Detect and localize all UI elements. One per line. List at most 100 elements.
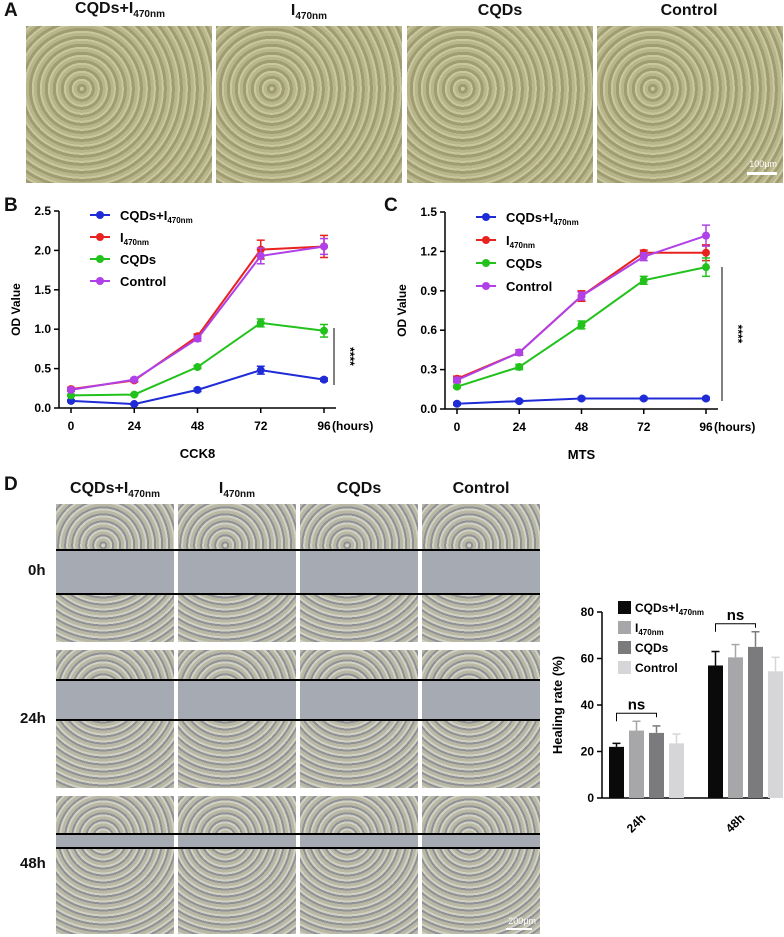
legend-label-b-3: Control: [120, 274, 166, 289]
scratch-0h-3: [300, 504, 418, 642]
y-tick-label-c: 1.5: [420, 205, 437, 219]
y-tick-label-b: 2.0: [34, 243, 51, 257]
legend-label-b-2: CQDs: [120, 252, 156, 267]
panel-d-title-4: Control: [452, 480, 510, 497]
x-unit-c: (hours): [714, 420, 755, 434]
micrograph-a-2: [216, 26, 402, 183]
y-tick-label-d: 80: [581, 605, 595, 619]
scratch-line-48h-bottom: [56, 847, 540, 849]
data-point-c-3: [515, 348, 524, 357]
data-point-b-0: [130, 400, 139, 409]
data-point-b-0: [320, 375, 328, 384]
x-axis-title-c: MTS: [568, 447, 596, 462]
bar-24h-1: [629, 730, 644, 798]
ns-label-24h: ns: [628, 696, 646, 713]
y-axis-title-d: Healing rate (%): [550, 656, 565, 754]
chart-d: 0 20 40 60 80 Healing rate (%) 24h ns 48h ns CQDs+…: [550, 601, 783, 835]
legend-label-b-0: CQDs+I470nm: [120, 208, 193, 225]
data-point-b-2: [130, 390, 139, 399]
y-tick-label-c: 0.3: [420, 363, 437, 377]
bar-24h-2: [649, 732, 664, 798]
scratch-line-24h-top: [56, 679, 540, 681]
data-point-c-2: [453, 382, 461, 391]
chart-c: 0.0 0.3 0.6 0.9 1.2 1.5 0 24 48 72 96 (hours) MTS OD …: [395, 205, 755, 462]
series-line-c-1: [456, 251, 706, 380]
y-tick-label-b: 0.0: [34, 401, 51, 415]
x-unit-b: (hours): [332, 419, 373, 433]
row-label-0h: 0h: [28, 562, 46, 579]
row-label-24h: 24h: [20, 710, 46, 727]
data-point-c-0: [702, 394, 710, 403]
scratch-0h-4: [422, 504, 540, 642]
y-tick-label-d: 0: [587, 791, 594, 805]
significance-label-c: ****: [731, 325, 745, 344]
legend-label-c-2: CQDs: [506, 256, 542, 271]
y-tick-label-c: 1.2: [420, 244, 437, 258]
panel-d-title-3: CQDs: [336, 480, 382, 497]
scale-bar-label-d: 200μm: [508, 916, 536, 926]
scratch-48h-2: [178, 796, 296, 934]
bar-48h-0: [708, 665, 723, 798]
data-point-b-0: [67, 396, 75, 405]
legend-label-d-3: Control: [635, 661, 678, 675]
y-tick-label-c: 0.0: [420, 402, 437, 416]
ns-label-48h: ns: [727, 607, 745, 624]
x-tick-label-d: 24h: [624, 811, 649, 835]
x-tick-label-b: 96: [317, 419, 331, 433]
y-tick-label-d: 60: [581, 652, 595, 666]
data-point-c-0: [577, 394, 586, 403]
ns-bracket-48h: [715, 623, 756, 632]
panel-label-b: B: [4, 195, 18, 216]
scratch-line-0h-bottom: [56, 593, 540, 595]
ns-bracket-24h: [616, 712, 657, 722]
x-tick-label-c: 48: [575, 420, 589, 434]
x-tick-label-b: 48: [191, 419, 205, 433]
legend-marker-c-3: [482, 282, 490, 290]
panel-a-title-3: CQDs: [477, 2, 523, 19]
scale-bar-d: [506, 928, 532, 930]
y-tick-label-c: 0.6: [420, 323, 437, 337]
panel-a-title-4: Control: [660, 2, 718, 19]
x-tick-label-b: 0: [68, 419, 75, 433]
scratch-line-0h-top: [56, 549, 540, 551]
data-point-b-3: [130, 375, 139, 384]
legend-swatch-d-2: [618, 641, 631, 654]
y-tick-label-c: 0.9: [420, 284, 437, 298]
y-tick-label-b: 2.5: [34, 204, 51, 218]
x-tick-label-d: 48h: [723, 811, 748, 835]
legend-swatch-d-3: [618, 661, 631, 674]
legend-label-b-1: I470nm: [120, 230, 149, 247]
panel-a-title-1: CQDs+I470nm: [75, 0, 165, 21]
micrograph-a-3: [407, 26, 593, 183]
chart-b: 0.0 0.5 1.0 1.5 2.0 2.5 0 24 48 72 96 (hours) CCK8 OD…: [9, 204, 373, 461]
y-axis-title-b: OD Value: [9, 283, 23, 336]
x-tick-label-b: 24: [128, 419, 142, 433]
bar-48h-3: [768, 671, 783, 798]
series-line-c-3: [456, 234, 707, 382]
legend-label-d-0: CQDs+I470nm: [635, 601, 704, 617]
y-tick-label-b: 0.5: [34, 362, 51, 376]
x-tick-label-c: 24: [513, 420, 527, 434]
significance-label-b: ****: [343, 347, 357, 366]
data-point-b-3: [193, 334, 202, 343]
data-point-c-2: [702, 263, 710, 272]
data-point-c-3: [453, 376, 461, 385]
y-axis-title-c: OD Value: [395, 284, 409, 337]
data-point-c-1: [702, 248, 710, 257]
data-point-c-3: [702, 231, 710, 240]
data-point-b-2: [256, 318, 265, 327]
legend-swatch-d-0: [618, 601, 631, 614]
data-point-c-2: [577, 320, 586, 329]
scratch-48h-1: [56, 796, 174, 934]
panel-d-title-2: I470nm: [218, 480, 256, 501]
scratch-24h-2: [178, 650, 296, 788]
legend-label-c-3: Control: [506, 279, 552, 294]
bar-24h-3: [669, 743, 684, 798]
data-point-b-2: [67, 391, 75, 400]
scratch-48h-4: 200μm: [422, 796, 540, 934]
y-tick-label-b: 1.5: [34, 283, 51, 297]
legend-marker-c-2: [482, 259, 490, 267]
data-point-c-0: [639, 394, 648, 403]
legend-marker-c-0: [482, 213, 490, 221]
legend-label-d-2: CQDs: [635, 641, 669, 655]
